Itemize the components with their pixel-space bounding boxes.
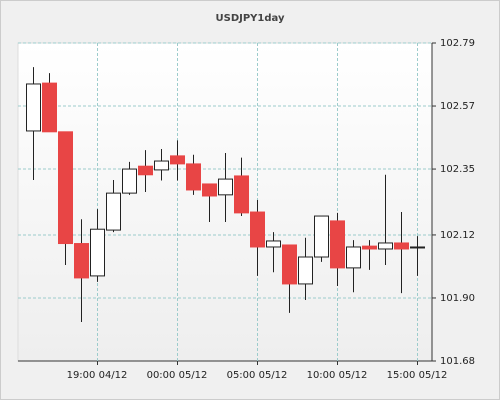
x-tick-label: 05:00 05/12	[227, 370, 288, 381]
candle-body	[282, 244, 297, 285]
candle-body	[58, 131, 73, 245]
y-tick-label: 102.35	[440, 164, 475, 175]
x-tick-label: 10:00 05/12	[307, 370, 368, 381]
y-tick-label: 102.79	[440, 38, 475, 49]
candle-body	[42, 82, 57, 133]
candle-body	[250, 211, 265, 248]
candle-body	[138, 165, 153, 176]
candle-body	[298, 256, 313, 285]
candle-body	[170, 155, 185, 165]
candle-body	[186, 163, 201, 191]
candle-body	[314, 215, 329, 258]
x-tick-label: 15:00 05/12	[387, 370, 448, 381]
x-tick-label: 19:00 04/12	[67, 370, 128, 381]
y-tick-label: 102.12	[440, 230, 475, 241]
candle-body	[106, 192, 121, 231]
candle-body	[378, 242, 393, 250]
candle-body	[266, 240, 281, 248]
candle-body	[74, 243, 89, 279]
candle-body	[330, 220, 345, 269]
candle-body	[202, 183, 217, 197]
candle-body	[218, 178, 233, 196]
candle-body	[90, 228, 105, 277]
x-tick-label: 00:00 05/12	[147, 370, 208, 381]
candle-body	[346, 246, 361, 269]
candle-body	[234, 175, 249, 214]
candle-body	[394, 242, 409, 250]
candle-body	[410, 246, 425, 249]
candle-body	[122, 168, 137, 194]
y-tick-label: 101.90	[440, 293, 475, 304]
candle-body	[26, 83, 41, 132]
candle-body	[362, 245, 377, 250]
y-tick-label: 102.57	[440, 101, 475, 112]
y-tick-label: 101.68	[440, 356, 475, 367]
candle-body	[154, 160, 169, 171]
chart-title: USDJPY1day	[216, 13, 285, 24]
